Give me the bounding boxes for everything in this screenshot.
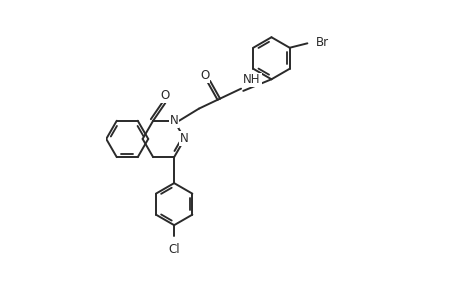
Text: O: O (160, 89, 169, 102)
Text: NH: NH (243, 74, 260, 86)
Text: N: N (180, 132, 189, 146)
Text: Br: Br (315, 36, 329, 49)
Text: Cl: Cl (168, 243, 179, 256)
Text: O: O (200, 69, 209, 82)
Text: N: N (169, 114, 178, 127)
